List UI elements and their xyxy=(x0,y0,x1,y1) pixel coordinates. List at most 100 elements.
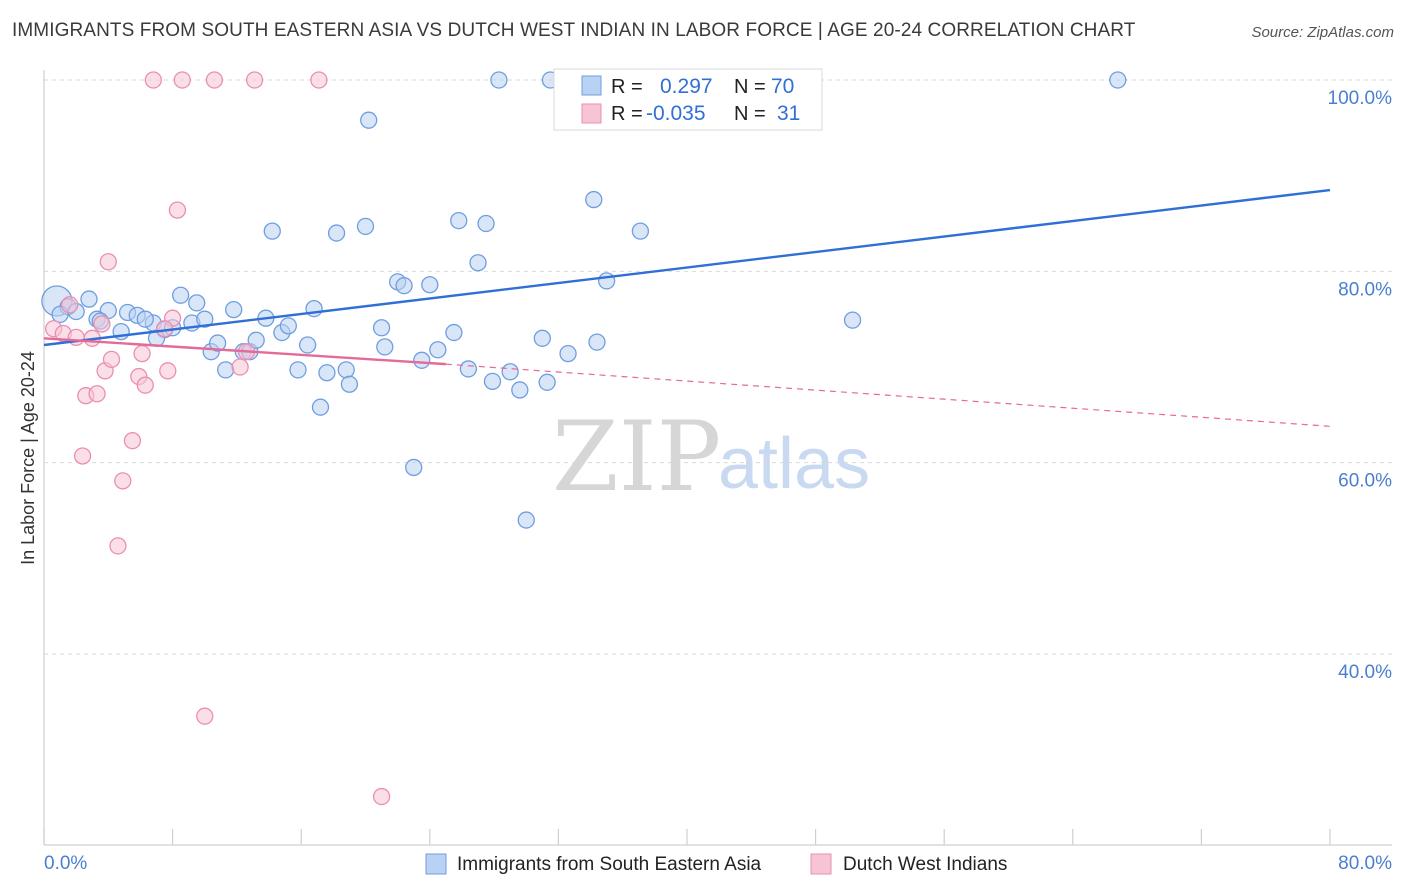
y-axis-label: In Labor Force | Age 20-24 xyxy=(18,351,38,565)
point-immigrants xyxy=(216,361,235,379)
point-dutch xyxy=(123,432,142,450)
point-immigrants xyxy=(421,276,439,294)
point-immigrants xyxy=(196,310,214,328)
y-tick-labels: 40.0% 60.0% 80.0% 100.0% xyxy=(1328,88,1393,683)
y-tick-label: 60.0% xyxy=(1338,471,1392,492)
point-immigrants xyxy=(263,222,281,240)
point-dutch xyxy=(173,71,191,89)
y-tick-label: 100.0% xyxy=(1328,88,1393,109)
point-dutch xyxy=(109,537,127,555)
point-immigrants xyxy=(340,375,359,393)
point-dutch xyxy=(99,253,117,271)
legend-swatch-blue xyxy=(581,75,602,96)
point-immigrants xyxy=(279,317,297,335)
point-immigrants xyxy=(631,222,650,240)
point-immigrants xyxy=(188,294,206,312)
point-immigrants xyxy=(360,111,378,129)
legend-n-value-pink: 31 xyxy=(777,102,800,125)
chart-title: IMMIGRANTS FROM SOUTH EASTERN ASIA VS DU… xyxy=(12,20,1136,41)
point-dutch xyxy=(136,376,154,394)
legend-swatch-pink xyxy=(581,103,602,124)
series-legend: Immigrants from South Eastern Asia Dutch… xyxy=(425,853,1007,875)
point-immigrants xyxy=(511,381,529,399)
legend-r-label-pink: R = xyxy=(611,103,643,125)
point-immigrants xyxy=(372,319,391,337)
legend-swatch-dutch xyxy=(810,853,832,875)
point-immigrants xyxy=(208,334,227,352)
legend-label-immigrants: Immigrants from South Eastern Asia xyxy=(457,854,762,875)
point-dutch xyxy=(144,71,162,89)
point-dutch xyxy=(61,296,79,314)
point-immigrants xyxy=(450,211,468,230)
point-dutch xyxy=(133,344,151,363)
grid-lines xyxy=(44,79,1392,655)
axes xyxy=(43,70,1392,846)
point-immigrants xyxy=(843,311,862,329)
y-tick-label: 80.0% xyxy=(1338,279,1392,300)
point-immigrants xyxy=(80,290,98,308)
point-dutch xyxy=(102,350,121,368)
point-immigrants xyxy=(597,272,616,290)
point-immigrants xyxy=(225,300,243,319)
point-immigrants xyxy=(171,286,190,304)
point-immigrants xyxy=(289,361,307,379)
trend-lines xyxy=(43,188,1331,427)
point-immigrants xyxy=(585,190,603,209)
point-dutch xyxy=(93,315,111,333)
legend-n-value-blue: 70 xyxy=(771,75,794,98)
legend-r-value-pink: -0.035 xyxy=(646,102,706,125)
point-immigrants xyxy=(559,344,577,363)
point-immigrants xyxy=(588,333,606,351)
point-immigrants xyxy=(337,361,355,379)
stats-legend: R = 0.297 N = 70 R = -0.035 N = 31 xyxy=(553,68,823,131)
legend-swatch-immigrants xyxy=(425,853,447,875)
point-immigrants xyxy=(483,372,502,391)
legend-r-value-blue: 0.297 xyxy=(660,75,713,98)
point-immigrants xyxy=(318,364,336,382)
point-dutch xyxy=(245,71,264,89)
point-dutch xyxy=(168,201,187,219)
point-immigrants xyxy=(376,338,394,356)
legend-label-dutch: Dutch West Indians xyxy=(843,854,1007,875)
point-immigrants xyxy=(469,254,487,272)
point-immigrants xyxy=(247,331,265,349)
point-immigrants xyxy=(477,214,495,233)
x-ticks xyxy=(43,829,1331,845)
point-immigrants xyxy=(327,224,346,242)
point-immigrants xyxy=(538,373,556,391)
point-dutch xyxy=(73,447,92,465)
point-dutch xyxy=(205,71,224,89)
trend-line-dutch-extension xyxy=(445,363,1331,427)
point-dutch xyxy=(114,472,132,490)
trend-line-immigrants xyxy=(43,188,1331,347)
point-immigrants xyxy=(405,458,423,477)
point-immigrants xyxy=(517,511,535,529)
point-immigrants xyxy=(490,71,508,89)
point-immigrants xyxy=(1109,71,1127,89)
point-immigrants xyxy=(136,310,154,328)
legend-r-label-blue: R = xyxy=(611,76,643,98)
point-dutch xyxy=(196,707,214,725)
legend-n-label-blue: N = xyxy=(734,76,766,98)
watermark-zip: ZIP xyxy=(552,401,721,513)
point-immigrants xyxy=(445,323,463,342)
point-immigrants xyxy=(501,363,519,381)
point-immigrants xyxy=(298,336,317,354)
point-immigrants xyxy=(459,360,478,378)
point-immigrants xyxy=(429,341,447,359)
point-dutch xyxy=(372,787,391,806)
point-immigrants xyxy=(533,329,551,347)
point-immigrants xyxy=(413,351,431,369)
point-immigrants xyxy=(356,217,375,236)
x-tick-label-min: 0.0% xyxy=(44,853,87,874)
legend-n-label-pink: N = xyxy=(734,103,766,125)
point-immigrants xyxy=(395,277,413,295)
point-dutch xyxy=(310,71,328,89)
series-pink-points xyxy=(44,71,391,806)
point-immigrants xyxy=(311,398,330,416)
series-blue-points xyxy=(41,71,1127,529)
source-credit: Source: ZipAtlas.com xyxy=(1251,24,1394,41)
point-dutch xyxy=(159,362,177,380)
point-dutch xyxy=(231,358,249,376)
